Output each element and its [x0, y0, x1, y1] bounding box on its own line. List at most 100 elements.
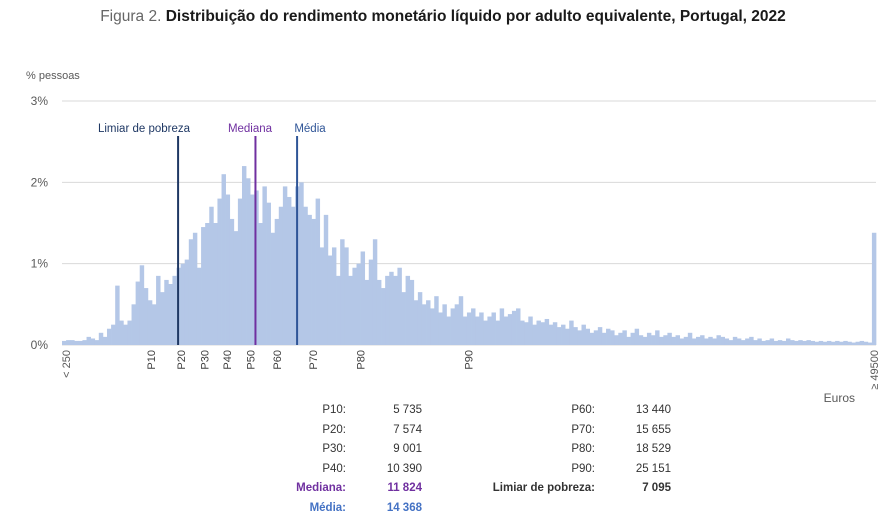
histogram-bar	[626, 336, 631, 345]
histogram-bar	[180, 263, 186, 345]
histogram-bar	[258, 223, 263, 345]
histogram-bar	[151, 304, 157, 345]
histogram-bar	[188, 239, 194, 345]
histogram-bar	[421, 304, 427, 345]
histogram-bar	[413, 300, 419, 345]
histogram-bar	[270, 232, 276, 345]
histogram-bar	[442, 304, 447, 345]
stat-label: P40:	[322, 462, 346, 475]
histogram-bar	[786, 338, 791, 345]
histogram-bar	[201, 227, 206, 345]
histogram-bar	[106, 328, 112, 345]
histogram-bar	[720, 336, 725, 345]
histogram-bar	[790, 340, 795, 345]
histogram-bar	[839, 341, 844, 345]
histogram-bar	[606, 328, 611, 345]
histogram-bar	[524, 322, 529, 345]
histogram-bar	[835, 340, 840, 345]
histogram-bar	[299, 182, 304, 345]
histogram-bar	[516, 308, 521, 345]
stat-value: 9 001	[393, 443, 422, 456]
histogram-bar	[237, 198, 243, 345]
histogram-bar	[98, 332, 104, 345]
histogram-bar	[74, 340, 79, 345]
histogram-bar	[426, 300, 431, 345]
histogram-bar	[814, 341, 820, 345]
x-decile-label: P50	[246, 350, 258, 370]
stat-label: Mediana:	[296, 482, 346, 495]
histogram-bar	[871, 232, 877, 345]
histogram-bar	[581, 324, 586, 345]
stat-value: 13 440	[635, 404, 671, 416]
histogram-bar	[708, 336, 713, 345]
histogram-bar	[520, 320, 525, 345]
histogram-bar	[818, 340, 824, 345]
histogram-bar	[111, 324, 116, 345]
x-first-label: < 250	[61, 350, 73, 378]
histogram-bar	[851, 342, 856, 345]
histogram-bar	[622, 330, 627, 345]
histogram-bar	[867, 342, 873, 345]
stat-label: P60:	[571, 404, 595, 416]
histogram-bar	[847, 341, 852, 345]
histogram-bar	[507, 314, 513, 345]
stat-value: 7 095	[642, 482, 671, 495]
histogram-bar	[86, 336, 91, 345]
histogram-bar	[540, 322, 546, 345]
histogram-bar	[401, 292, 406, 345]
histogram-bar	[577, 330, 582, 345]
histogram-bar	[601, 332, 607, 345]
stat-value: 18 529	[635, 443, 671, 456]
histogram-bar	[90, 338, 96, 345]
histogram-bar	[548, 324, 554, 345]
histogram-bar	[462, 316, 468, 345]
histogram-bar	[209, 206, 214, 345]
histogram-bar	[311, 218, 316, 345]
x-decile-label: P30	[199, 350, 211, 370]
histogram-bar	[712, 338, 717, 345]
histogram-bar	[642, 336, 648, 345]
histogram-bar	[573, 327, 578, 345]
stat-label: P70:	[571, 423, 595, 436]
histogram-bar	[499, 308, 505, 345]
histogram-bar	[381, 288, 386, 345]
stat-value: 25 151	[635, 462, 671, 475]
histogram-bar	[663, 335, 668, 345]
y-tick-label: 2%	[31, 175, 49, 189]
histogram-bar	[741, 340, 746, 345]
histogram-bar	[291, 206, 296, 345]
histogram-bar	[826, 340, 832, 345]
histogram-bar	[458, 296, 464, 345]
histogram-bar	[610, 330, 615, 345]
histogram-bar	[66, 340, 71, 345]
histogram-bar	[454, 304, 460, 345]
histogram-bar	[446, 316, 451, 345]
histogram-bar	[683, 336, 689, 345]
histogram-bar	[561, 324, 566, 345]
histogram-bar	[213, 223, 218, 345]
histogram-bar	[119, 320, 124, 345]
histogram-bar	[323, 214, 329, 345]
histogram-bar	[859, 340, 865, 345]
histogram-bar	[618, 332, 623, 345]
histogram-bar	[781, 340, 787, 345]
histogram-bar	[536, 320, 541, 345]
stat-label: P30:	[322, 443, 346, 456]
x-decile-label: P10	[146, 350, 158, 370]
histogram-bar	[307, 214, 312, 345]
histogram-bar	[205, 223, 210, 345]
histogram-bar	[430, 308, 435, 345]
histogram-bar	[127, 320, 132, 345]
histogram-bar	[233, 231, 239, 345]
histogram-bar	[651, 335, 656, 345]
histogram-bar	[589, 332, 595, 345]
reference-line-label: Mediana	[228, 123, 273, 135]
histogram-bar	[331, 247, 337, 345]
histogram-bar	[147, 300, 153, 345]
histogram-bar	[160, 292, 165, 345]
histogram-bar	[487, 316, 492, 345]
histogram-bar	[556, 327, 562, 345]
histogram-bar	[241, 166, 247, 345]
stat-value: 15 655	[635, 423, 671, 436]
histogram-bar	[164, 279, 169, 345]
